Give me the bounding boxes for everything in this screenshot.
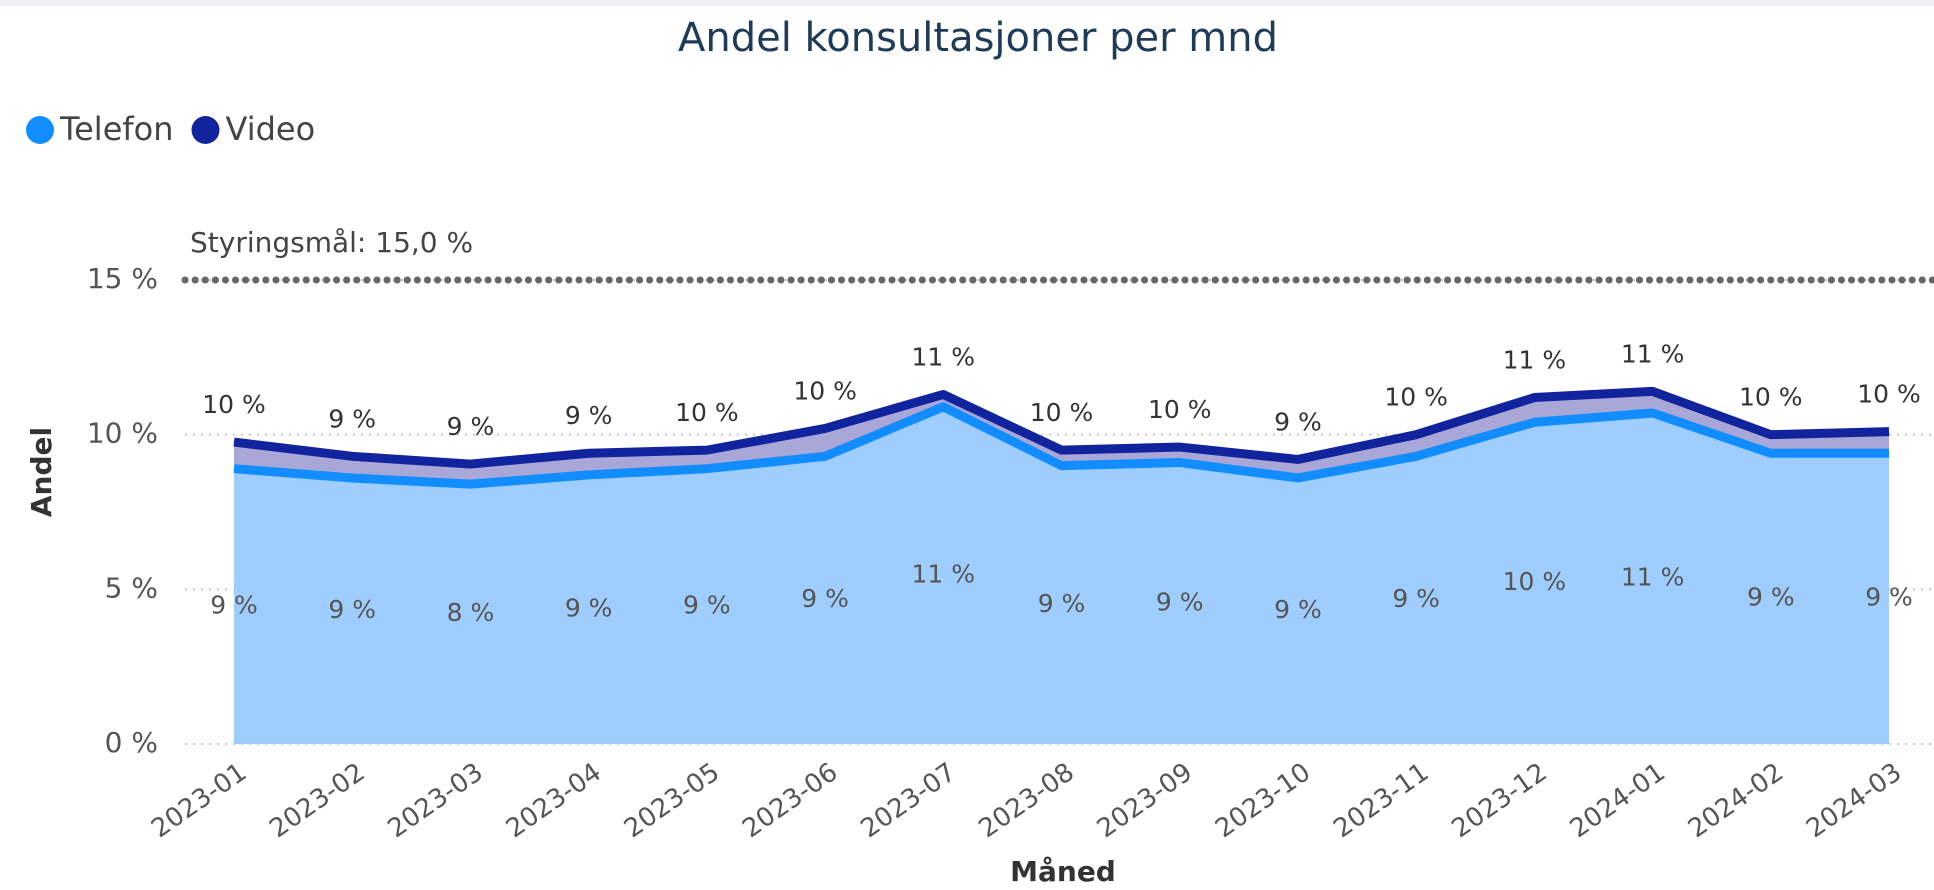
x-tick-label: 2023-06: [737, 757, 843, 844]
data-label: 9 %: [565, 593, 613, 622]
data-label: 9 %: [328, 404, 376, 433]
y-tick-label: 10 %: [87, 417, 158, 450]
x-tick-label: 2023-07: [855, 757, 961, 844]
y-tick-label: 15 %: [87, 262, 158, 295]
x-tick-label: 2023-01: [146, 757, 252, 844]
x-tick-label: 2024-03: [1801, 757, 1907, 844]
legend-label: Video: [226, 110, 316, 148]
x-tick-label: 2023-08: [974, 757, 1080, 844]
x-tick-label: 2024-01: [1565, 757, 1671, 844]
data-label: 9 %: [1038, 589, 1086, 618]
data-label: 9 %: [565, 401, 613, 430]
x-tick-label: 2024-02: [1683, 757, 1789, 844]
top-border: [0, 0, 1934, 6]
data-label: 10 %: [1384, 383, 1448, 412]
data-label: 10 %: [202, 390, 266, 419]
data-label: 9 %: [1156, 587, 1204, 616]
x-tick-label: 2023-02: [264, 757, 370, 844]
data-label: 11 %: [1621, 339, 1685, 368]
data-label: 9 %: [1274, 407, 1322, 436]
chart-title: Andel konsultasjoner per mnd: [678, 15, 1278, 61]
data-label: 9 %: [210, 590, 258, 619]
data-label: 9 %: [683, 590, 731, 619]
data-label: 9 %: [328, 595, 376, 624]
target-label: Styringsmål: 15,0 %: [190, 226, 473, 259]
data-label: 9 %: [447, 412, 495, 441]
data-label: 10 %: [1148, 395, 1212, 424]
data-label: 9 %: [801, 584, 849, 613]
x-tick-label: 2023-09: [1092, 757, 1198, 844]
x-tick-label: 2023-11: [1328, 757, 1434, 844]
data-label: 10 %: [1739, 383, 1803, 412]
legend-label: Telefon: [59, 110, 174, 148]
x-tick-label: 2023-03: [383, 757, 489, 844]
data-label: 11 %: [1503, 346, 1567, 375]
data-label: 9 %: [1274, 595, 1322, 624]
data-label: 11 %: [1621, 563, 1685, 592]
line: [233, 402, 1889, 489]
data-label: 10 %: [1030, 398, 1094, 427]
y-tick-label: 5 %: [105, 571, 158, 604]
y-tick-label: 0 %: [105, 726, 158, 759]
line: [233, 386, 1890, 469]
legend-marker: [26, 116, 54, 144]
data-label: 11 %: [912, 342, 976, 371]
area: [234, 406, 1889, 744]
data-label: 10 %: [1503, 567, 1567, 596]
data-label: 9 %: [1865, 583, 1913, 612]
x-tick-label: 2023-10: [1210, 757, 1316, 844]
x-tick-label: 2023-12: [1446, 757, 1552, 844]
data-label: 9 %: [1747, 583, 1795, 612]
x-tick-label: 2023-04: [501, 757, 607, 844]
data-label: 9 %: [1392, 584, 1440, 613]
x-tick-label: 2023-05: [619, 757, 725, 844]
y-axis-title: Andel: [25, 427, 58, 517]
data-label: 10 %: [675, 398, 739, 427]
data-label: 10 %: [1857, 380, 1921, 409]
data-label: 11 %: [912, 559, 976, 588]
x-axis-title: Måned: [1010, 855, 1116, 888]
data-label: 10 %: [793, 376, 857, 405]
data-label: 8 %: [447, 598, 495, 627]
legend-marker: [191, 116, 220, 144]
